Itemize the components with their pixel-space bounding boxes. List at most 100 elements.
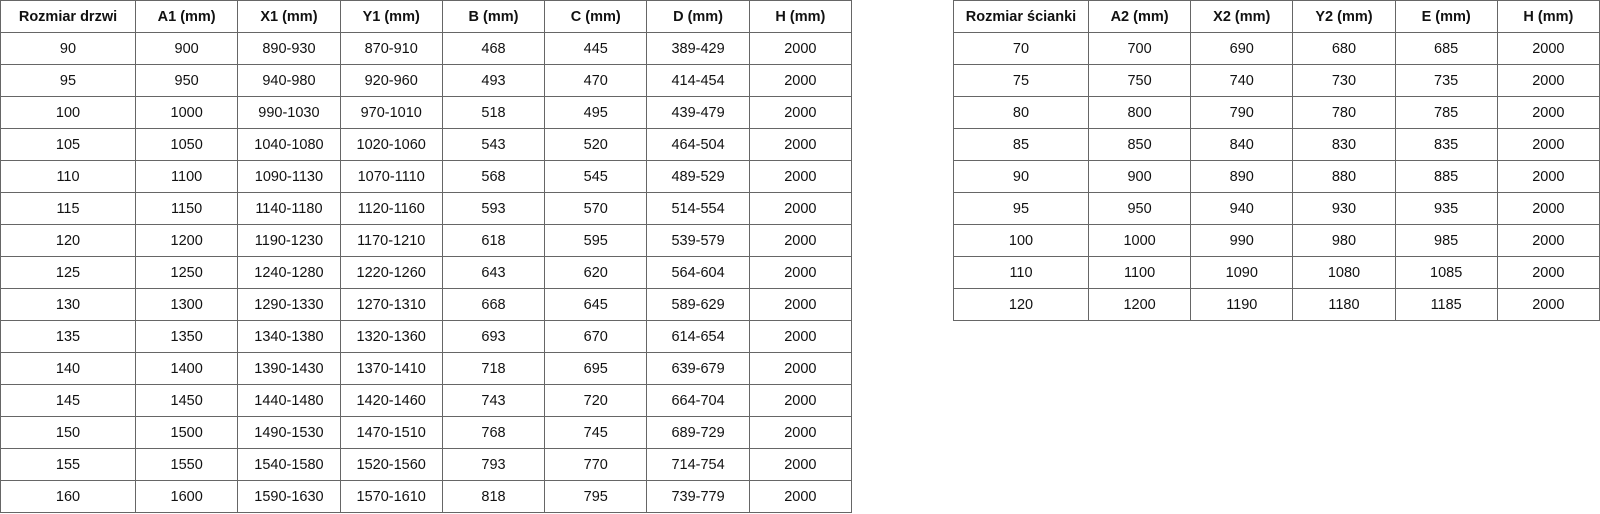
table-cell: 718 [441, 352, 546, 385]
table-cell: 589-629 [646, 288, 750, 321]
table-cell: 1120-1160 [339, 192, 443, 225]
table-row: 70 700 690 680 685 2000 [953, 32, 1600, 65]
table-cell: 95 [0, 64, 136, 97]
column-header: Y2 (mm) [1292, 0, 1396, 33]
table-cell: 818 [441, 480, 546, 513]
table-cell: 489-529 [646, 160, 750, 193]
table-cell: 1050 [134, 128, 239, 161]
table-cell: 1140-1180 [237, 192, 341, 225]
table-cell: 793 [441, 448, 546, 481]
table-cell: 2000 [1496, 288, 1600, 321]
table-cell: 1190-1230 [237, 224, 341, 257]
table-cell: 970-1010 [339, 96, 443, 129]
table-cell: 645 [544, 288, 648, 321]
table-cell: 445 [544, 32, 648, 65]
table-cell: 2000 [748, 256, 853, 289]
table-cell: 620 [544, 256, 648, 289]
table-cell: 470 [544, 64, 648, 97]
table-cell: 1040-1080 [237, 128, 341, 161]
table-cell: 985 [1394, 224, 1498, 257]
table-cell: 1370-1410 [339, 352, 443, 385]
table-cell: 835 [1394, 128, 1498, 161]
column-header: H (mm) [1496, 0, 1600, 33]
table-cell: 543 [441, 128, 546, 161]
table-cell: 1100 [1087, 256, 1192, 289]
table-cell: 2000 [1496, 160, 1600, 193]
table-cell: 1500 [134, 416, 239, 449]
table-row: 155 1550 1540-1580 1520-1560 793 770 714-754 20… [0, 448, 853, 481]
table-row: 80 800 790 780 785 2000 [953, 96, 1600, 129]
table-cell: 885 [1394, 160, 1498, 193]
table-cell: 1570-1610 [339, 480, 443, 513]
table-cell: 950 [1087, 192, 1192, 225]
table-row: 150 1500 1490-1530 1470-1510 768 745 689-729 20… [0, 416, 853, 449]
table-cell: 768 [441, 416, 546, 449]
table-cell: 1440-1480 [237, 384, 341, 417]
table-cell: 75 [953, 64, 1089, 97]
table-cell: 1020-1060 [339, 128, 443, 161]
column-header: Rozmiar ścianki [953, 0, 1089, 33]
table-cell: 689-729 [646, 416, 750, 449]
table-cell: 740 [1190, 64, 1294, 97]
column-header: A2 (mm) [1087, 0, 1192, 33]
table-cell: 743 [441, 384, 546, 417]
table-cell: 2000 [1496, 32, 1600, 65]
table-cell: 2000 [748, 384, 853, 417]
table-cell: 80 [953, 96, 1089, 129]
table-cell: 2000 [748, 64, 853, 97]
table-cell: 935 [1394, 192, 1498, 225]
column-header: X1 (mm) [237, 0, 341, 33]
table-cell: 920-960 [339, 64, 443, 97]
table-cell: 520 [544, 128, 648, 161]
table-cell: 1180 [1292, 288, 1396, 321]
table-cell: 890 [1190, 160, 1294, 193]
table-cell: 1270-1310 [339, 288, 443, 321]
table-cell: 545 [544, 160, 648, 193]
table-cell: 595 [544, 224, 648, 257]
table-row: 125 1250 1240-1280 1220-1260 643 620 564-604 20… [0, 256, 853, 289]
table-cell: 2000 [1496, 64, 1600, 97]
table-cell: 790 [1190, 96, 1294, 129]
table-cell: 745 [544, 416, 648, 449]
table-cell: 950 [134, 64, 239, 97]
door-size-table: Rozmiar drzwi A1 (mm) X1 (mm) Y1 (mm) B (mm)… [0, 0, 853, 513]
table-cell: 664-704 [646, 384, 750, 417]
table-row: 160 1600 1590-1630 1570-1610 818 795 739-779 20… [0, 480, 853, 513]
table-cell: 930 [1292, 192, 1396, 225]
table-cell: 135 [0, 320, 136, 353]
table-cell: 539-579 [646, 224, 750, 257]
column-header: E (mm) [1394, 0, 1498, 33]
table-cell: 2000 [1496, 256, 1600, 289]
table-row: 75 750 740 730 735 2000 [953, 64, 1600, 97]
table-cell: 1150 [134, 192, 239, 225]
table-row: 90 900 890-930 870-910 468 445 389-429 2000 [0, 32, 853, 65]
table-cell: 614-654 [646, 320, 750, 353]
table-cell: 1185 [1394, 288, 1498, 321]
table-cell: 695 [544, 352, 648, 385]
table-cell: 570 [544, 192, 648, 225]
table-cell: 2000 [748, 160, 853, 193]
table-cell: 840 [1190, 128, 1294, 161]
table-cell: 2000 [748, 224, 853, 257]
column-header: A1 (mm) [134, 0, 239, 33]
table-cell: 564-604 [646, 256, 750, 289]
table-cell: 120 [953, 288, 1089, 321]
table-cell: 1085 [1394, 256, 1498, 289]
table-cell: 739-779 [646, 480, 750, 513]
table-cell: 890-930 [237, 32, 341, 65]
table-cell: 990 [1190, 224, 1294, 257]
table-row: 145 1450 1440-1480 1420-1460 743 720 664-704 20… [0, 384, 853, 417]
table-cell: 2000 [1496, 192, 1600, 225]
table-cell: 568 [441, 160, 546, 193]
table-cell: 593 [441, 192, 546, 225]
table-cell: 110 [0, 160, 136, 193]
table-cell: 1080 [1292, 256, 1396, 289]
column-header: X2 (mm) [1190, 0, 1294, 33]
table-cell: 980 [1292, 224, 1396, 257]
table-cell: 1550 [134, 448, 239, 481]
table-cell: 150 [0, 416, 136, 449]
table-cell: 70 [953, 32, 1089, 65]
table-cell: 100 [0, 96, 136, 129]
table-cell: 495 [544, 96, 648, 129]
table-cell: 940 [1190, 192, 1294, 225]
